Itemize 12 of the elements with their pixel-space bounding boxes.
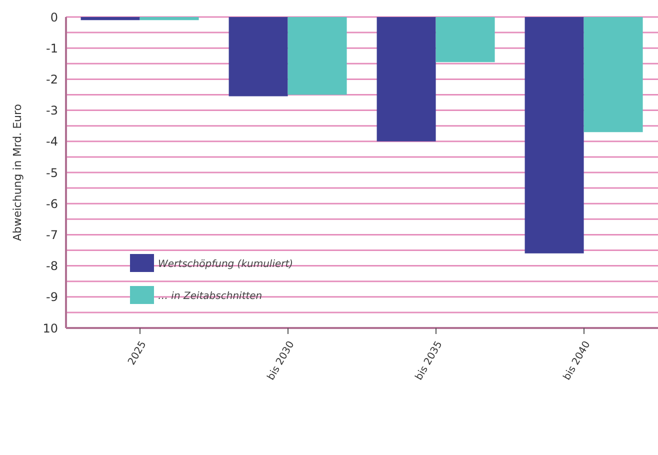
y-tick-label: -8 (46, 259, 58, 274)
y-tick-label: -4 (46, 134, 58, 149)
y-tick-label: -3 (46, 104, 58, 118)
y-tick-label: -1 (46, 41, 58, 56)
y-axis-title: Abweichung in Mrd. Euro (10, 104, 24, 242)
y-tick-label: -2 (46, 72, 58, 86)
y-tick-label: -7 (46, 228, 58, 242)
y-tick-label: 0 (50, 10, 58, 24)
y-tick-label: -9 (46, 290, 58, 304)
y-tick-label: 10 (42, 321, 58, 336)
y-tick-label: -6 (46, 196, 58, 211)
y-tick-label: -5 (46, 166, 58, 180)
